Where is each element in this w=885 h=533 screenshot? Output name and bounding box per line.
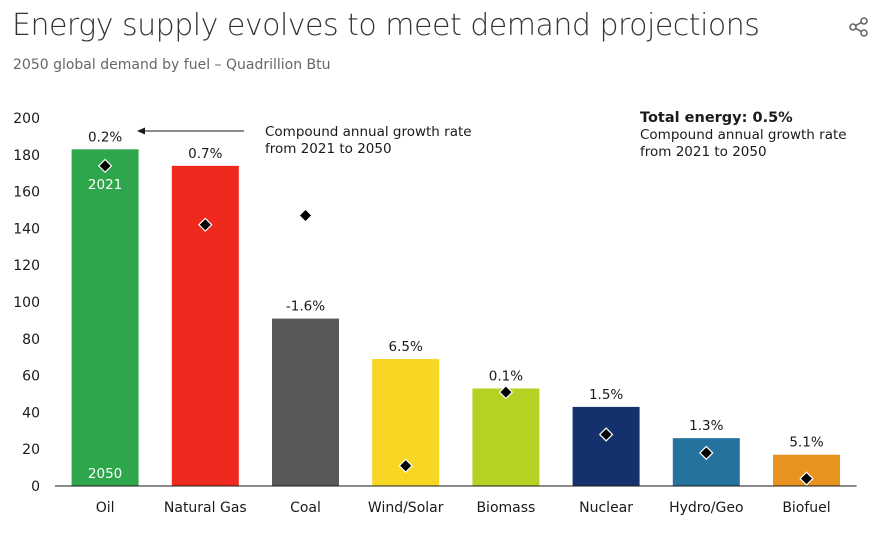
x-tick-label: Wind/Solar	[368, 500, 444, 516]
y-tick-label: 120	[13, 258, 40, 274]
growth-label: 1.5%	[589, 387, 623, 403]
x-tick-label: Natural Gas	[164, 500, 247, 516]
bar-oil	[71, 149, 139, 486]
x-tick-label: Biomass	[476, 500, 535, 516]
y-tick-label: 200	[13, 111, 40, 127]
marker-2021	[298, 208, 313, 223]
x-tick-label: Biofuel	[782, 500, 830, 516]
y-axis: 0 20 40 60 80 100 120 140 160 180 200	[13, 111, 40, 495]
growth-label: 1.3%	[689, 418, 723, 434]
cagr-arrow	[137, 127, 244, 135]
total-energy-annotation: Total energy: 0.5% Compound annual growt…	[640, 110, 847, 161]
cagr-annotation-line2: from 2021 to 2050	[265, 141, 392, 157]
total-energy-line1: Compound annual growth rate	[640, 127, 847, 143]
marker-2021	[97, 158, 113, 174]
growth-label: -1.6%	[286, 299, 325, 315]
bar-natural-gas	[171, 165, 239, 486]
markers-2021	[97, 158, 814, 486]
bar-hydro-geo	[672, 438, 740, 486]
y-tick-label: 40	[22, 405, 40, 421]
y-tick-label: 160	[13, 185, 40, 201]
y-tick-label: 140	[13, 221, 40, 237]
x-tick-label: Hydro/Geo	[669, 500, 743, 516]
marker-2021	[799, 471, 814, 486]
x-tick-label: Nuclear	[579, 500, 633, 516]
y-tick-label: 0	[31, 479, 40, 495]
cagr-annotation-line1: Compound annual growth rate	[265, 124, 472, 140]
marker-2021	[598, 427, 614, 442]
y-tick-label: 20	[22, 442, 40, 458]
marker-2021	[699, 445, 714, 461]
chart-title: Energy supply evolves to meet demand pro…	[12, 8, 760, 43]
x-tick-label: Oil	[96, 500, 115, 516]
share-icon[interactable]	[848, 16, 870, 38]
bar-2050-label: 2050	[88, 466, 122, 482]
marker-2021	[398, 458, 413, 473]
y-tick-label: 180	[13, 148, 40, 164]
growth-label: 6.5%	[389, 339, 423, 355]
bar-nuclear	[572, 406, 640, 486]
bar-coal	[272, 318, 339, 486]
cagr-annotation: Compound annual growth rate from 2021 to…	[265, 124, 472, 158]
bar-biomass	[472, 388, 540, 486]
growth-label: 0.7%	[188, 146, 222, 162]
growth-label: 0.1%	[489, 368, 523, 384]
x-tick-label: Coal	[290, 500, 321, 516]
marker-2021	[198, 217, 213, 232]
x-axis: Oil Natural Gas Coal Wind/Solar Biomass Nucle…	[55, 485, 857, 516]
growth-label: 5.1%	[789, 435, 823, 451]
chart-subtitle: 2050 global demand by fuel – Quadrillion…	[13, 57, 331, 73]
total-energy-line2: from 2021 to 2050	[640, 144, 767, 160]
marker-2021-label: 2021	[88, 177, 122, 193]
y-tick-label: 60	[22, 369, 40, 385]
bars	[71, 149, 840, 486]
marker-2021	[498, 384, 514, 400]
y-tick-label: 100	[13, 295, 40, 311]
y-tick-label: 80	[22, 332, 40, 348]
growth-labels: 0.2% 0.7% -1.6% 6.5% 0.1% 1.5% 1.3% 5.1% 2021 205…	[88, 129, 824, 482]
total-energy-title: Total energy: 0.5%	[640, 110, 793, 126]
growth-label: 0.2%	[88, 129, 122, 145]
